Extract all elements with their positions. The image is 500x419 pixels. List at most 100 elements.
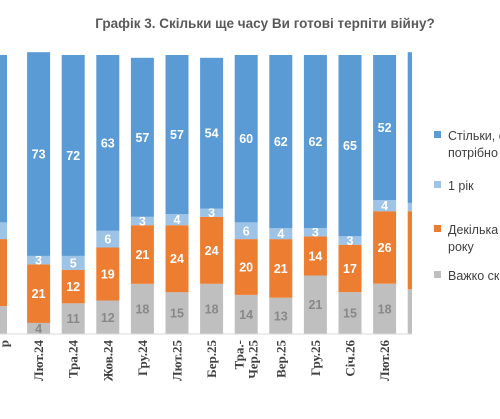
- legend-label: Важко ска: [448, 269, 500, 283]
- x-tick-label: Тра.24: [66, 340, 81, 379]
- bar-segment: [130, 283, 154, 334]
- data-label: 18: [135, 302, 149, 316]
- data-label: 4: [277, 227, 284, 241]
- bar-segment: [338, 244, 362, 293]
- x-tick-label: Гру.24: [135, 340, 150, 376]
- bar-segment: [338, 236, 362, 245]
- data-label: 54: [205, 127, 219, 141]
- x-tick-label: Лют.26: [377, 340, 392, 382]
- data-label: 21: [32, 287, 46, 301]
- bar-segment: [407, 211, 412, 290]
- data-label: 63: [101, 136, 115, 150]
- data-label: 14: [308, 249, 322, 263]
- bar-segment: [269, 228, 293, 240]
- bar-segment: [234, 222, 258, 240]
- bar-segment: [130, 57, 154, 217]
- legend-label: Декілька м: [448, 223, 500, 237]
- bar-segment: [373, 283, 397, 334]
- bar-segment: [27, 264, 51, 323]
- bar-segment: [130, 225, 154, 284]
- data-label: 3: [347, 234, 354, 248]
- data-label: 60: [239, 132, 253, 146]
- data-label: 62: [308, 135, 322, 149]
- data-label: 14: [239, 308, 253, 322]
- bar-segment: [0, 306, 7, 334]
- data-label: 18: [378, 302, 392, 316]
- x-tick-label: Лют.24: [31, 340, 46, 382]
- bar-segment: [269, 55, 293, 228]
- bar-segment: [373, 200, 397, 212]
- data-label: 3: [35, 254, 42, 268]
- data-label: 3: [208, 206, 215, 220]
- data-label: 4: [174, 213, 181, 227]
- data-label: 3: [139, 215, 146, 229]
- data-label: 24: [205, 244, 219, 258]
- bar-segment: [61, 255, 85, 270]
- x-tick-label: Січ.26: [343, 340, 358, 377]
- bar-segment: [96, 55, 120, 231]
- data-label: 28: [412, 244, 426, 258]
- data-label: 21: [308, 298, 322, 312]
- legend-swatch: [434, 131, 441, 138]
- bar-segment: [165, 225, 189, 293]
- legend-label: Стільки, с: [448, 129, 500, 143]
- data-label: 73: [32, 148, 46, 162]
- bar-segment: [373, 55, 397, 201]
- bar-segment: [165, 292, 189, 334]
- legend-label: року: [448, 240, 475, 254]
- data-label: 6: [104, 233, 111, 247]
- bar-segment: [407, 289, 412, 334]
- data-label: 15: [170, 307, 184, 321]
- bar-segment: [27, 322, 51, 334]
- bar-segment: [269, 297, 293, 334]
- bar-segment: [61, 269, 85, 304]
- bar-segment: [27, 255, 51, 265]
- bar-segment: [200, 216, 224, 284]
- bar-segment: [338, 55, 362, 237]
- x-tick-label: Жов.24: [100, 340, 115, 382]
- legend-swatch: [434, 271, 441, 278]
- x-tick-label: Гру.25: [308, 340, 323, 376]
- data-label: 5: [70, 256, 77, 270]
- data-label: 52: [378, 121, 392, 135]
- data-label: 18: [205, 302, 219, 316]
- bar-segment: [27, 52, 51, 256]
- data-label: 6: [243, 224, 250, 238]
- data-label: 54: [412, 121, 426, 135]
- bar-segment: [0, 55, 7, 223]
- legend-label: 1 рік: [448, 179, 474, 193]
- data-label: 16: [412, 305, 426, 319]
- bar-segment: [200, 57, 224, 209]
- data-label: 24: [170, 252, 184, 266]
- bar-segment: [165, 55, 189, 214]
- bar-segment: [200, 283, 224, 334]
- data-label: 4: [381, 199, 388, 213]
- x-tick-label: Бер.25: [204, 340, 219, 378]
- x-tick-label: р: [0, 340, 12, 347]
- data-label: 57: [135, 131, 149, 145]
- bar-segment: [0, 239, 7, 307]
- legend-label: потрібно б: [448, 146, 500, 160]
- data-label: 15: [343, 307, 357, 321]
- data-label: 12: [101, 311, 115, 325]
- bar-segment: [234, 239, 258, 295]
- data-label: 65: [343, 139, 357, 153]
- x-tick-label: Чер.25: [246, 340, 261, 379]
- data-label: 19: [101, 268, 115, 282]
- bar-segment: [234, 55, 258, 223]
- bar-segment: [96, 247, 120, 301]
- data-label: 21: [135, 248, 149, 262]
- x-tick-labels: р Лют.24 Тра.24 Жов.24 Гру.24 Лют.25 Бер.25 Тра…: [0, 340, 412, 382]
- x-tick-label: Тра.-: [232, 340, 247, 370]
- data-label: 12: [66, 280, 80, 294]
- bar-segment: [303, 275, 327, 334]
- bar-segment: [303, 228, 327, 237]
- bar-segment: [303, 236, 327, 276]
- legend: Стільки, с потрібно б 1 рік Декілька м року В…: [434, 129, 500, 283]
- bar-segment: [303, 55, 327, 228]
- bar-segment: [61, 303, 85, 334]
- data-label: 62: [274, 135, 288, 149]
- bar-segment: [338, 292, 362, 334]
- x-tick-label: Вер.25: [273, 340, 288, 378]
